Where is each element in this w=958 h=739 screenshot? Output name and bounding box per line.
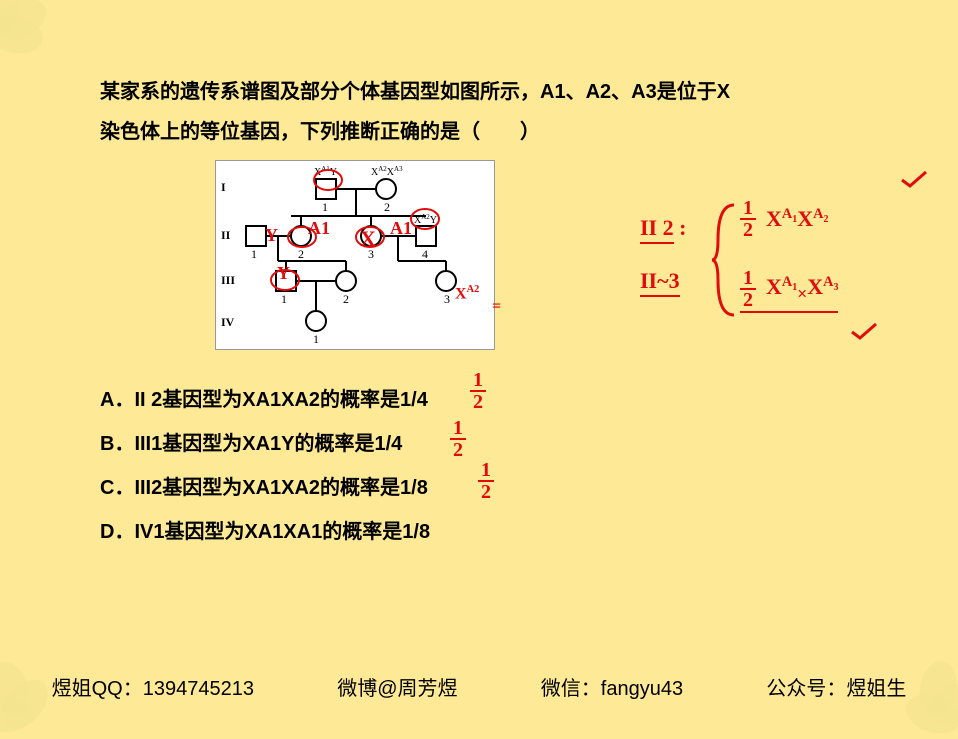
- svg-text:2: 2: [298, 247, 304, 261]
- option-D: D．IV1基因型为XA1XA1的概率是1/8: [100, 510, 430, 554]
- hand-right-II2-label: II 2 :: [640, 215, 686, 244]
- pedigree-figure: I II III IV 1 2 1 2 3 4 1 2 3 1 XA1Y XA2…: [215, 160, 495, 350]
- hand-right-II3-expr: 12 XA1×XA3: [740, 268, 838, 313]
- hand-bracket: [712, 200, 742, 320]
- svg-text:2: 2: [384, 200, 390, 214]
- footer-wechat: 微信：fangyu43: [541, 672, 683, 701]
- options-block: A．II 2基因型为XA1XA2的概率是1/4 B．III1基因型为XA1Y的概…: [100, 378, 430, 554]
- svg-text:XA2Y: XA2Y: [414, 213, 437, 226]
- footer-qq: 煜姐QQ：1394745213: [52, 672, 254, 701]
- check-icon-bottom: [850, 322, 878, 340]
- option-B: B．III1基因型为XA1Y的概率是1/4: [100, 422, 430, 466]
- option-C: C．III2基因型为XA1XA2的概率是1/8: [100, 466, 430, 510]
- question-line2: 染色体上的等位基因，下列推断正确的是（ ）: [100, 121, 540, 143]
- check-icon-top: [900, 170, 928, 188]
- svg-text:XA2XA3: XA2XA3: [371, 165, 403, 178]
- svg-text:XA1Y: XA1Y: [314, 165, 337, 178]
- hand-frac-B: 12: [450, 418, 466, 460]
- svg-text:1: 1: [322, 200, 328, 214]
- question-text: 某家系的遗传系谱图及部分个体基因型如图所示，A1、A2、A3是位于X 染色体上的…: [100, 72, 870, 152]
- pedigree-svg: I II III IV 1 2 1 2 3 4 1 2 3 1 XA1Y XA2…: [216, 161, 496, 351]
- svg-text:4: 4: [422, 247, 428, 261]
- gen-label-1: I: [221, 180, 226, 194]
- hand-right-II3-label: II~3: [640, 268, 680, 297]
- svg-text:3: 3: [368, 247, 374, 261]
- hand-frac-A: 12: [470, 370, 486, 412]
- footer: 煜姐QQ：1394745213 微博@周芳煜 微信：fangyu43 公众号：煜…: [0, 672, 958, 701]
- hand-frac-C: 12: [478, 460, 494, 502]
- svg-text:2: 2: [343, 292, 349, 306]
- question-line1: 某家系的遗传系谱图及部分个体基因型如图所示，A1、A2、A3是位于X: [100, 81, 730, 103]
- svg-text:1: 1: [281, 292, 287, 306]
- footer-gzh: 公众号：煜姐生: [766, 672, 906, 701]
- gen-label-3: III: [221, 273, 235, 287]
- option-A: A．II 2基因型为XA1XA2的概率是1/4: [100, 378, 430, 422]
- svg-text:1: 1: [251, 247, 257, 261]
- hand-right-II2-expr: 12 XA1XA2: [740, 198, 828, 240]
- svg-text:3: 3: [444, 292, 450, 306]
- svg-text:1: 1: [313, 332, 319, 346]
- flower-decoration-tl: [0, 0, 70, 60]
- gen-label-4: IV: [221, 315, 235, 329]
- gen-label-2: II: [221, 228, 231, 242]
- footer-weibo: 微博@周芳煜: [337, 672, 457, 701]
